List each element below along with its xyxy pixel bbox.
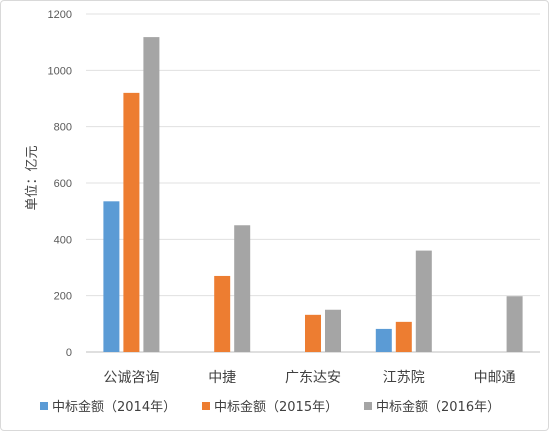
category-label: 江苏院 <box>383 370 425 386</box>
y-tick-label: 600 <box>54 178 72 190</box>
bar <box>103 201 120 352</box>
bar <box>375 328 392 352</box>
legend-label: 中标金额（2014年） <box>52 399 176 415</box>
y-tick-label: 800 <box>54 122 72 134</box>
category-labels: 公诚咨询 中捷 广东达安 江苏院 中邮通 <box>103 370 515 386</box>
bar <box>395 321 412 352</box>
legend-swatch <box>202 402 210 410</box>
bar <box>143 37 160 352</box>
bar <box>214 275 231 352</box>
legend-label: 中标金额（2015年） <box>214 399 338 415</box>
y-tick-label: 400 <box>54 234 72 246</box>
bar <box>234 225 251 352</box>
bar <box>123 92 140 352</box>
y-tick-label: 200 <box>54 291 72 303</box>
legend: 中标金额（2014年） 中标金额（2015年） 中标金额（2016年） <box>40 399 500 415</box>
y-tick-labels: 0 200 400 600 800 1000 1200 <box>48 9 72 359</box>
bar <box>325 309 341 352</box>
category-label: 中邮通 <box>474 370 516 386</box>
y-tick-label: 1200 <box>48 9 72 21</box>
legend-label: 中标金额（2016年） <box>376 399 500 415</box>
bars <box>103 37 523 352</box>
y-tick-label: 0 <box>66 347 72 359</box>
category-label: 广东达安 <box>285 370 341 386</box>
bar <box>415 250 432 352</box>
y-tick-label: 1000 <box>48 65 72 77</box>
gridlines <box>86 13 540 353</box>
bar <box>305 314 321 352</box>
y-axis-title: 单位：亿元 <box>25 145 40 210</box>
category-label: 中捷 <box>208 370 236 386</box>
legend-swatch <box>40 402 48 410</box>
category-label: 公诚咨询 <box>103 370 159 386</box>
legend-swatch <box>364 402 372 410</box>
bar <box>506 296 523 352</box>
